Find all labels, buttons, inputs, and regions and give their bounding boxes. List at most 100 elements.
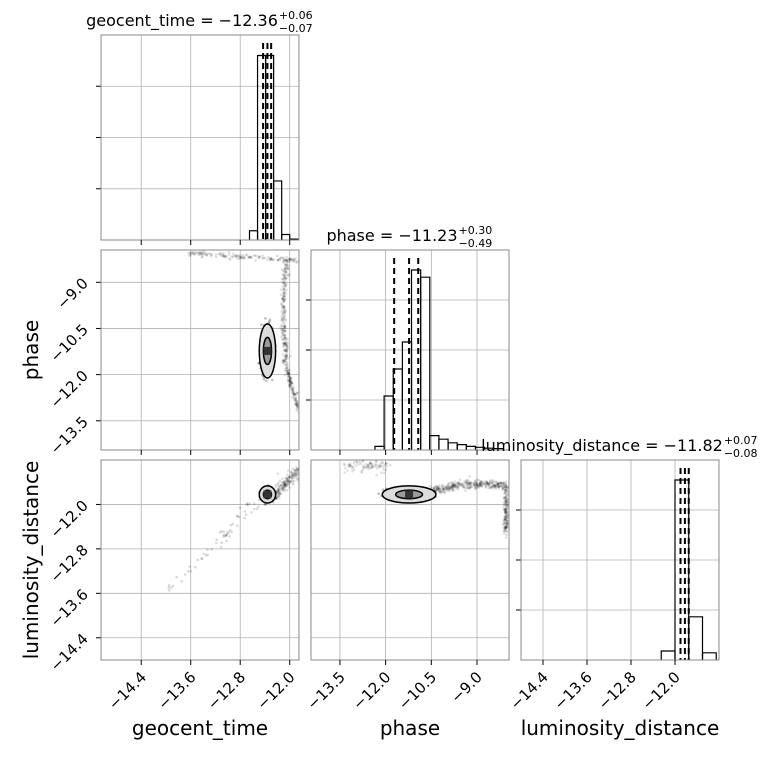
- x-axis-label-phase: phase: [380, 716, 440, 740]
- sample-point: [502, 481, 506, 484]
- sample-point: [506, 494, 509, 497]
- sample-point: [231, 255, 235, 259]
- sample-point: [463, 485, 466, 488]
- sample-point: [247, 255, 251, 259]
- sample-point: [464, 483, 468, 486]
- sample-point: [278, 479, 282, 483]
- sample-point: [383, 463, 387, 467]
- sample-point: [285, 288, 288, 292]
- y-axis-label-phase: phase: [19, 320, 43, 380]
- sample-point: [218, 531, 222, 534]
- sample-point: [276, 259, 280, 262]
- sample-point: [452, 483, 456, 487]
- sample-point: [504, 500, 507, 503]
- title-sup: +0.06: [279, 9, 313, 22]
- sample-point: [279, 483, 283, 487]
- sample-point: [283, 261, 286, 265]
- sample-point: [504, 508, 507, 511]
- sample-point: [503, 521, 507, 525]
- sample-point: [473, 486, 477, 490]
- sample-point: [504, 501, 508, 504]
- sample-point: [487, 482, 490, 486]
- sample-point: [285, 484, 288, 488]
- sample-point: [283, 348, 287, 352]
- sample-point: [186, 570, 190, 573]
- sample-point: [501, 505, 505, 508]
- sample-point: [249, 255, 253, 259]
- sample-point: [369, 462, 373, 466]
- sample-point: [278, 258, 281, 261]
- sample-point: [241, 253, 244, 257]
- sample-point: [294, 398, 297, 402]
- sample-point: [491, 484, 495, 487]
- sample-point: [282, 349, 286, 352]
- sample-point: [287, 379, 290, 382]
- sample-point: [389, 463, 392, 467]
- sample-point: [288, 383, 291, 387]
- sample-point: [214, 253, 218, 256]
- sample-point: [284, 273, 288, 277]
- sample-point: [280, 302, 284, 306]
- sample-point: [294, 472, 297, 475]
- sample-point: [291, 396, 294, 399]
- sample-point: [504, 510, 507, 514]
- sample-point: [284, 477, 288, 480]
- sample-point: [291, 389, 294, 393]
- sample-point: [289, 385, 292, 388]
- sample-point: [279, 327, 283, 331]
- sample-point: [285, 342, 289, 345]
- sample-point: [505, 486, 509, 490]
- sample-point: [493, 483, 497, 487]
- sample-point: [497, 482, 500, 486]
- sample-point: [293, 472, 297, 475]
- sample-point: [294, 403, 298, 406]
- sample-point: [283, 359, 286, 363]
- sample-point: [290, 470, 293, 474]
- sample-point: [504, 488, 508, 492]
- sample-point: [474, 487, 477, 491]
- sample-point: [506, 497, 509, 501]
- sample-point: [281, 358, 284, 362]
- sample-point: [505, 519, 509, 523]
- sample-point: [503, 484, 506, 487]
- sample-point: [448, 485, 452, 489]
- sample-point: [468, 475, 472, 478]
- sample-point: [188, 254, 192, 257]
- sample-point: [281, 361, 285, 365]
- sample-point: [282, 342, 286, 345]
- sample-point: [360, 471, 363, 474]
- sample-point: [503, 510, 507, 514]
- sample-point: [283, 275, 287, 279]
- sample-point: [287, 375, 290, 379]
- sample-point: [505, 511, 509, 515]
- sample-point: [468, 481, 472, 485]
- sample-point: [505, 491, 508, 495]
- sample-point: [245, 502, 249, 506]
- sample-point: [224, 254, 228, 258]
- sample-point: [285, 348, 289, 352]
- sample-point: [435, 487, 439, 491]
- sample-point: [283, 294, 287, 298]
- sample-point: [452, 484, 456, 488]
- sample-point: [228, 535, 232, 538]
- sample-point: [281, 329, 285, 332]
- sample-point: [250, 256, 253, 259]
- sample-point: [497, 485, 500, 489]
- sample-point: [284, 480, 288, 483]
- sample-point: [449, 486, 453, 489]
- sample-point: [343, 463, 347, 467]
- sample-point: [494, 484, 497, 487]
- sample-point: [504, 501, 507, 504]
- sample-point: [198, 250, 202, 254]
- sample-point: [283, 334, 287, 337]
- sample-point: [235, 514, 239, 518]
- sample-point: [282, 305, 286, 308]
- sample-point: [436, 486, 440, 489]
- sample-point: [448, 488, 452, 491]
- sample-point: [289, 384, 293, 388]
- sample-point: [270, 378, 274, 382]
- sample-point: [451, 489, 455, 492]
- sample-point: [468, 486, 472, 490]
- sample-point: [206, 553, 210, 557]
- sample-point: [437, 489, 441, 493]
